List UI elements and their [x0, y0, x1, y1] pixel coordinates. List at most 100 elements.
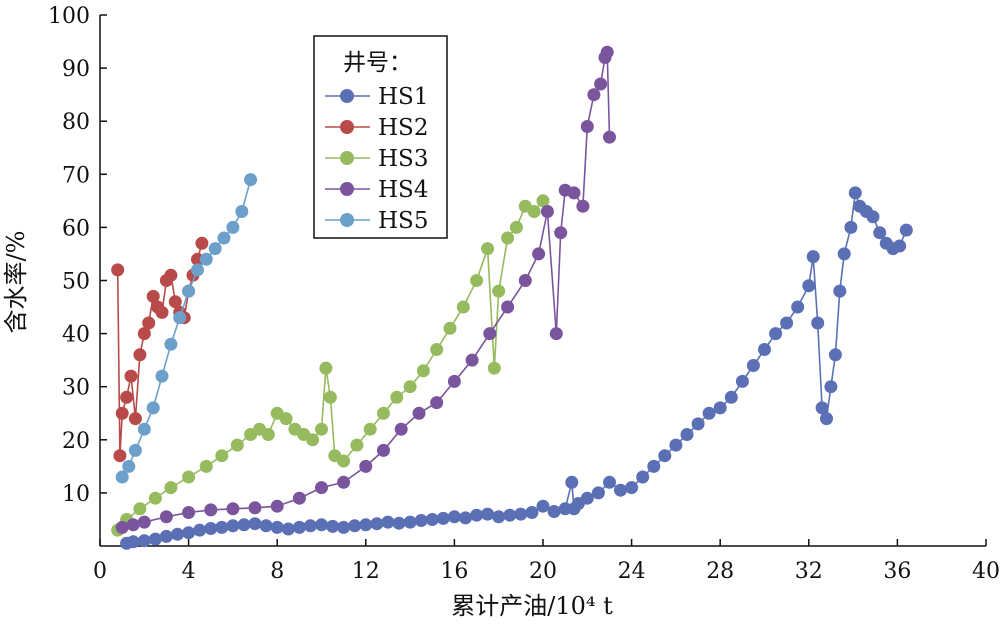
data-point-hs1	[425, 513, 439, 526]
data-point-hs1	[359, 518, 373, 532]
data-point-hs4	[501, 300, 515, 314]
data-point-hs1	[837, 247, 851, 261]
data-point-hs2	[142, 316, 156, 330]
legend-item-hs1: HS1	[325, 84, 428, 110]
data-point-hs4	[430, 396, 444, 410]
legend-label: HS1	[378, 84, 428, 110]
data-point-hs1	[848, 186, 862, 200]
data-point-hs3	[481, 242, 495, 256]
series-layer	[111, 45, 913, 550]
data-point-hs1	[547, 505, 561, 518]
data-point-hs4	[600, 45, 614, 59]
data-point-hs4	[377, 443, 390, 457]
legend-label: HS2	[378, 115, 428, 141]
data-point-hs1	[893, 239, 907, 253]
data-point-hs1	[459, 511, 472, 525]
data-point-hs1	[381, 515, 395, 529]
data-point-hs3	[527, 205, 541, 218]
data-point-hs1	[780, 316, 794, 330]
series-line-hs3	[117, 200, 544, 531]
data-point-hs1	[303, 519, 317, 533]
data-point-hs1	[348, 519, 362, 533]
data-point-hs1	[215, 520, 229, 534]
data-point-hs1	[791, 300, 805, 314]
data-point-hs3	[315, 422, 328, 436]
data-point-hs1	[899, 223, 913, 237]
data-point-hs2	[146, 289, 160, 303]
data-point-hs1	[769, 327, 783, 341]
data-point-hs3	[350, 438, 364, 452]
data-point-hs1	[636, 470, 650, 484]
data-point-hs5	[173, 311, 187, 325]
data-point-hs4	[576, 199, 590, 213]
data-point-hs2	[168, 295, 182, 309]
data-point-hs1	[565, 475, 579, 489]
data-point-hs5	[226, 220, 240, 234]
data-point-hs1	[171, 527, 184, 541]
data-point-hs3	[261, 428, 275, 441]
data-point-hs1	[270, 520, 284, 534]
data-point-hs3	[306, 433, 320, 447]
data-point-hs1	[470, 508, 484, 522]
data-point-hs5	[191, 263, 204, 277]
data-point-hs5	[164, 337, 178, 351]
data-point-hs4	[270, 499, 284, 513]
data-point-hs1	[806, 250, 820, 264]
legend-label: HS5	[378, 208, 428, 234]
data-point-hs1	[492, 510, 506, 524]
data-point-hs3	[230, 438, 244, 452]
data-point-hs2	[195, 236, 209, 250]
data-point-hs2	[124, 369, 138, 383]
data-point-hs5	[244, 173, 258, 187]
data-point-hs4	[115, 520, 129, 534]
x-tick-label: 28	[706, 559, 734, 584]
series-hs2	[111, 236, 209, 463]
data-point-hs1	[481, 507, 495, 521]
y-tick-label: 100	[48, 4, 90, 29]
data-point-hs1	[702, 406, 716, 420]
data-point-hs4	[359, 459, 373, 473]
data-point-hs4	[394, 422, 408, 436]
data-point-hs1	[815, 401, 829, 415]
data-point-hs3	[416, 364, 430, 378]
data-point-hs5	[128, 443, 142, 457]
legend-label: HS3	[378, 146, 428, 172]
legend-label: HS4	[378, 177, 428, 203]
data-point-hs1	[811, 316, 825, 330]
y-tick-label: 80	[62, 110, 90, 135]
data-point-hs1	[802, 279, 816, 293]
legend-item-hs5: HS5	[325, 208, 428, 234]
data-point-hs1	[647, 459, 661, 473]
x-tick-label: 36	[883, 559, 911, 584]
data-point-hs3	[148, 491, 162, 505]
data-point-hs1	[735, 374, 749, 388]
data-point-hs3	[487, 361, 501, 375]
data-point-hs3	[443, 321, 457, 335]
data-point-hs2	[120, 390, 134, 404]
data-point-hs3	[390, 390, 404, 404]
data-point-hs1	[844, 220, 858, 234]
data-point-hs4	[483, 327, 497, 341]
data-point-hs1	[680, 428, 694, 441]
legend-marker	[340, 120, 354, 134]
legend-marker	[340, 213, 354, 227]
data-point-hs1	[159, 529, 173, 543]
data-point-hs3	[403, 380, 417, 394]
data-point-hs4	[567, 186, 581, 200]
series-line-hs5	[121, 179, 252, 478]
data-point-hs1	[713, 401, 727, 415]
data-point-hs4	[159, 510, 173, 524]
data-point-hs4	[518, 274, 532, 287]
data-point-hs2	[137, 327, 151, 341]
data-point-hs1	[603, 475, 616, 489]
data-point-hs3	[536, 194, 550, 208]
data-point-hs1	[403, 515, 417, 529]
data-point-hs4	[603, 130, 616, 144]
data-point-hs5	[182, 284, 196, 298]
data-point-hs1	[237, 518, 251, 532]
data-point-hs3	[133, 502, 147, 516]
data-point-hs3	[509, 220, 523, 234]
data-point-hs3	[215, 449, 229, 463]
data-point-hs5	[199, 252, 213, 266]
y-tick-label: 60	[62, 216, 90, 241]
